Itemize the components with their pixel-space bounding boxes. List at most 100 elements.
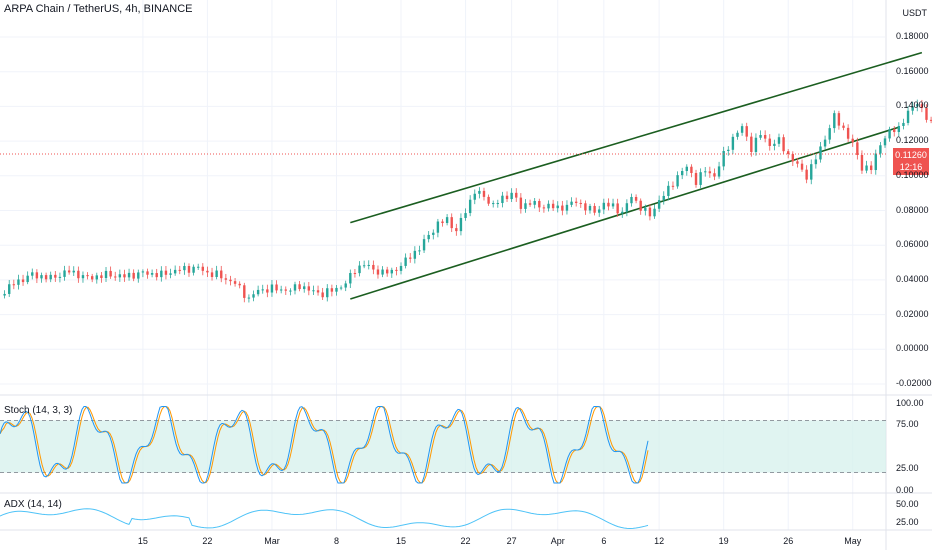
candle-body-174 <box>805 169 808 180</box>
candle-body-173 <box>800 163 804 170</box>
adx-tick-25: 25.00 <box>896 517 919 527</box>
candle-body-47 <box>220 270 223 279</box>
candle-body-76 <box>353 273 357 275</box>
candle-body-127 <box>588 205 592 211</box>
candle-body-22 <box>104 270 108 279</box>
price-tick-9: 0.00000 <box>896 343 929 354</box>
stoch-tick-75: 75.00 <box>896 419 919 429</box>
candle-body-154 <box>713 173 716 177</box>
time-tick-1: 22 <box>202 536 213 546</box>
candle-body-75 <box>349 273 352 284</box>
candle-body-167 <box>773 143 776 146</box>
candle-body-73 <box>339 287 343 289</box>
candle-body-56 <box>261 289 264 291</box>
candle-body-42 <box>197 266 200 268</box>
candle-body-40 <box>187 266 191 273</box>
candle-body-145 <box>671 185 675 187</box>
candle-body-72 <box>335 287 338 292</box>
time-tick-5: 22 <box>460 536 471 546</box>
candle-body-122 <box>565 204 569 211</box>
stoch-k-line <box>0 406 649 484</box>
candle-body-78 <box>362 265 366 267</box>
candle-body-111 <box>515 192 518 198</box>
candle-body-166 <box>768 138 771 146</box>
time-tick-10: 19 <box>718 536 729 546</box>
candle-body-34 <box>160 270 163 278</box>
candle-body-193 <box>893 129 896 133</box>
candle-body-0 <box>3 293 6 296</box>
candle-body-150 <box>694 173 698 185</box>
candle-body-8 <box>40 275 43 279</box>
adx-label: ADX (14, 14) <box>4 499 62 510</box>
candle-body-146 <box>676 175 679 187</box>
candle-body-123 <box>570 201 573 205</box>
candle-body-178 <box>823 139 827 147</box>
candle-body-101 <box>468 199 472 214</box>
candle-body-134 <box>621 211 624 214</box>
candle-body-89 <box>413 250 417 259</box>
candle-body-85 <box>395 269 398 271</box>
candle-body-68 <box>316 290 320 293</box>
candle-body-189 <box>874 153 877 171</box>
candle-body-48 <box>224 278 228 280</box>
candle-body-13 <box>63 270 66 277</box>
candle-body-86 <box>399 265 403 271</box>
candle-body-84 <box>390 269 393 274</box>
candle-body-31 <box>146 271 149 275</box>
candle-body-80 <box>372 264 375 270</box>
price-tick-8: 0.02000 <box>896 308 929 319</box>
candle-body-44 <box>206 270 209 273</box>
candle-body-95 <box>441 221 444 224</box>
candle-body-147 <box>680 171 684 176</box>
candle-body-184 <box>851 138 854 143</box>
candle-body-20 <box>95 275 98 280</box>
candle-body-163 <box>754 137 758 152</box>
price-tick-5: 0.08000 <box>896 204 929 215</box>
candle-body-195 <box>902 122 905 126</box>
candle-body-149 <box>690 166 693 174</box>
candle-body-186 <box>860 154 864 171</box>
time-tick-4: 15 <box>396 536 407 546</box>
candle-body-61 <box>284 289 287 291</box>
candle-body-139 <box>644 207 647 211</box>
candle-body-136 <box>630 196 633 204</box>
channel-lower-line <box>350 126 900 300</box>
candle-body-131 <box>607 202 610 207</box>
candle-body-196 <box>906 110 910 123</box>
candle-body-67 <box>312 290 315 292</box>
candle-body-63 <box>293 284 297 291</box>
candle-body-97 <box>450 217 453 229</box>
candle-body-115 <box>533 200 536 205</box>
candle-body-179 <box>828 128 831 140</box>
time-tick-11: 26 <box>783 536 794 546</box>
candle-body-114 <box>528 203 532 205</box>
last-price-countdown: 12:16 <box>899 162 923 172</box>
time-tick-9: 12 <box>654 536 665 546</box>
candle-body-64 <box>298 284 301 290</box>
candle-body-58 <box>270 284 274 293</box>
candle-body-160 <box>740 126 744 133</box>
price-tick-3: 0.12000 <box>896 135 929 146</box>
candle-body-188 <box>869 165 873 171</box>
candle-body-79 <box>367 264 370 266</box>
candle-body-185 <box>856 142 859 155</box>
candle-body-98 <box>455 228 458 232</box>
candle-body-116 <box>538 200 541 208</box>
candle-body-19 <box>90 276 94 280</box>
candle-body-35 <box>164 270 168 275</box>
candle-body-60 <box>279 289 283 291</box>
candle-body-46 <box>215 270 218 278</box>
candle-body-33 <box>155 273 158 278</box>
candle-body-177 <box>819 146 822 160</box>
candle-body-125 <box>579 202 582 204</box>
candle-body-90 <box>418 250 421 252</box>
candle-body-128 <box>593 205 596 213</box>
candle-body-14 <box>67 270 71 273</box>
candle-body-143 <box>662 195 665 201</box>
adx-path <box>0 508 649 530</box>
candle-body-183 <box>846 127 850 139</box>
stoch-label: Stoch (14, 3, 3) <box>4 405 73 416</box>
candle-body-182 <box>842 125 845 128</box>
candle-body-120 <box>556 205 559 209</box>
